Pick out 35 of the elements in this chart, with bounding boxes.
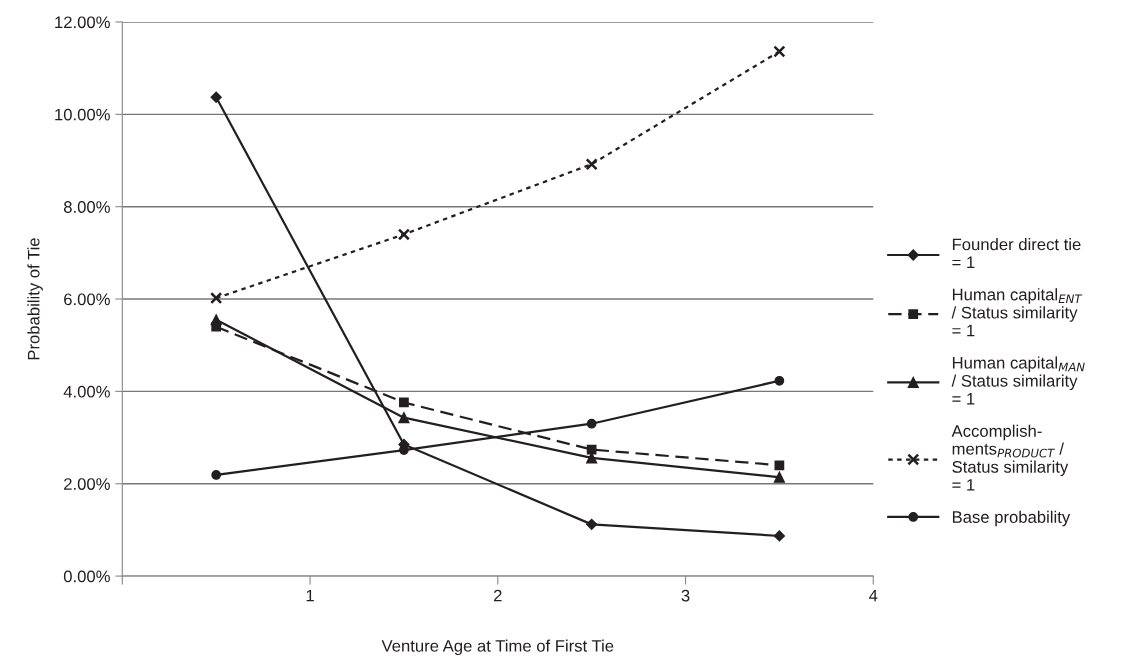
- y-tick-label: 0.00%: [63, 570, 110, 583]
- point: [586, 444, 597, 455]
- point: [210, 314, 222, 326]
- y-tick-label: 2.00%: [64, 478, 110, 490]
- point: [774, 375, 785, 386]
- legend-label: Human capital$_{ENT}$ / Status similarity = 1: [951, 288, 1083, 337]
- x-tick-label: 1: [306, 589, 314, 602]
- point: [210, 292, 223, 305]
- point: [399, 445, 409, 455]
- y-tick-label: 12.00%: [55, 16, 110, 29]
- point: [398, 412, 410, 424]
- y-axis-title: Probability of Tie: [27, 238, 43, 360]
- y-tick-label: 10.00%: [55, 108, 110, 121]
- y-tick-label: 8.00%: [63, 201, 110, 213]
- point: [585, 158, 598, 171]
- legend-label: Accomplish- ments$_{PRODUCT}$ / Status similarity = 1: [951, 424, 1069, 491]
- point: [773, 471, 785, 483]
- legend-label: Base probability: [952, 510, 1071, 527]
- point: [774, 460, 785, 471]
- point: [397, 228, 411, 241]
- point: [773, 45, 786, 58]
- legend-label: Human capital$_{MAN}$ / Status similarity = 1: [951, 356, 1085, 405]
- x-tick-label: 2: [493, 589, 502, 602]
- point: [210, 91, 222, 103]
- y-tick-label: 4.00%: [63, 385, 110, 398]
- x-axis-title: Venture Age at Time of First Tie: [381, 639, 614, 656]
- x-tick-label: 3: [681, 589, 690, 602]
- x-tick-label: 4: [869, 589, 878, 602]
- point: [399, 397, 409, 408]
- point: [211, 470, 222, 480]
- legend-label: Founder direct tie = 1: [952, 238, 1081, 269]
- point: [586, 518, 598, 530]
- point: [586, 418, 597, 429]
- point: [773, 530, 785, 542]
- y-tick-label: 6.00%: [64, 293, 110, 306]
